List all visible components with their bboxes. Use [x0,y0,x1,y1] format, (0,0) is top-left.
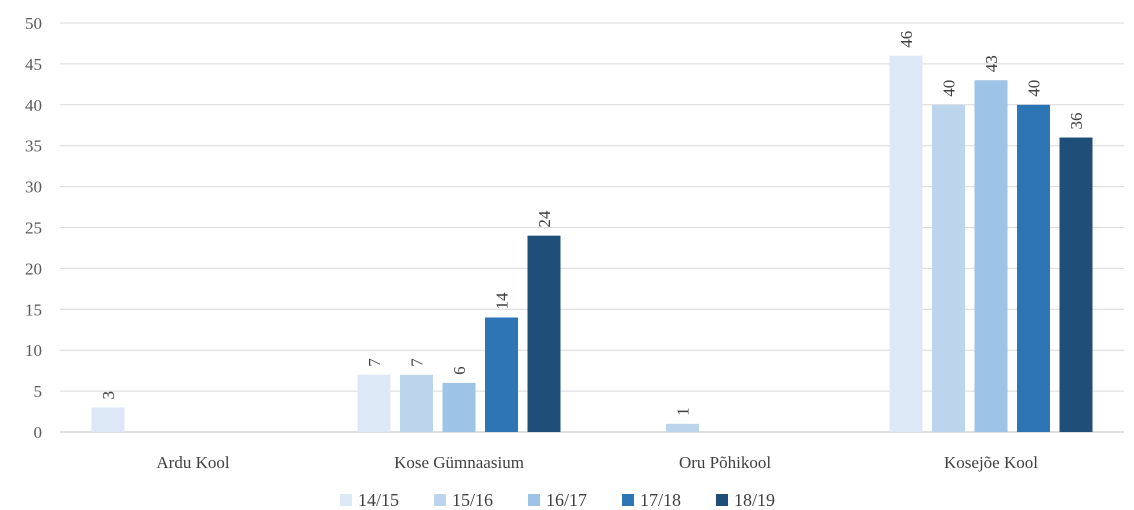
gridlines [60,22,1124,433]
bar [442,382,476,432]
y-tick-label: 50 [25,14,42,33]
data-label: 1 [674,407,693,416]
legend: 14/15 15/16 16/17 17/18 18/19 [340,490,775,510]
legend-swatch [716,494,728,506]
legend-item: 17/18 [622,490,681,510]
bars [91,55,1093,433]
data-labels: 3 7 7 6 14 24 1 46 40 43 40 36 [99,31,1086,416]
bar [974,80,1008,432]
bar [527,235,561,432]
legend-swatch [340,494,352,506]
legend-item: 18/19 [716,490,775,510]
legend-label: 16/17 [546,490,587,510]
category-label: Ardu Kool [156,453,229,472]
legend-item: 15/16 [434,490,493,510]
data-label: 46 [897,31,916,48]
data-label: 7 [365,358,384,367]
y-tick-label: 25 [25,219,42,238]
bar [485,317,518,432]
data-label: 43 [982,55,1001,72]
category-label: Kosejõe Kool [944,453,1038,472]
legend-label: 15/16 [452,490,493,510]
data-label: 40 [1025,80,1044,97]
y-tick-label: 5 [34,382,43,401]
category-label: Oru Põhikool [679,453,771,472]
legend-label: 18/19 [734,490,775,510]
y-tick-label: 40 [25,96,42,115]
data-label: 3 [99,391,118,400]
y-tick-label: 35 [25,137,42,156]
legend-label: 14/15 [358,490,399,510]
data-label: 14 [493,292,512,310]
legend-label: 17/18 [640,490,681,510]
y-tick-label: 15 [25,300,42,319]
bar [91,407,125,432]
y-tick-label: 20 [25,259,42,278]
data-label: 36 [1067,113,1086,130]
legend-swatch [434,494,446,506]
bar [889,55,923,432]
bar [666,423,699,432]
bar [357,374,391,432]
legend-swatch [528,494,540,506]
category-label: Kose Gümnaasium [394,453,524,472]
bar [932,104,965,433]
data-label: 24 [535,210,554,228]
legend-item: 16/17 [528,490,587,510]
y-tick-label: 45 [25,55,42,74]
data-label: 40 [940,80,959,97]
y-tick-label: 30 [25,178,42,197]
y-tick-label: 10 [25,341,42,360]
data-label: 7 [408,358,427,367]
y-axis-ticks: 0 5 10 15 20 25 30 35 40 45 50 [25,14,42,442]
bar [1059,137,1093,432]
bar [1017,104,1050,433]
x-axis-categories: Ardu Kool Kose Gümnaasium Oru Põhikool Kose… [156,453,1038,472]
y-tick-label: 0 [34,423,43,442]
legend-swatch [622,494,634,506]
data-label: 6 [450,366,469,375]
bar [400,374,433,432]
legend-item: 14/15 [340,490,399,510]
